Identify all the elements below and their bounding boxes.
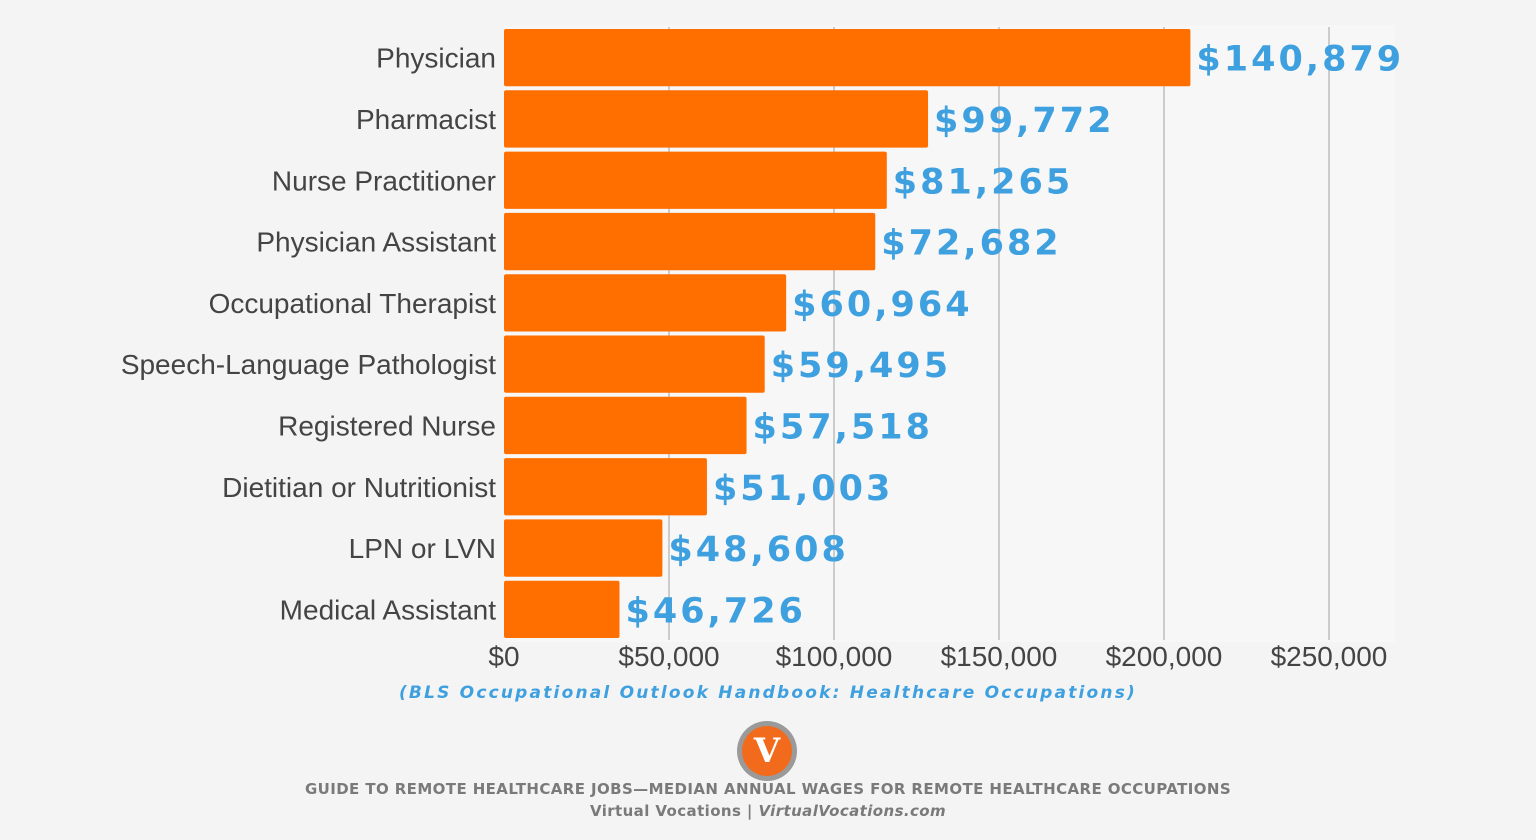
bar (504, 580, 620, 638)
source-note: (BLS Occupational Outlook Handbook: Heal… (398, 683, 1138, 703)
bar (504, 29, 1191, 87)
x-tick-label: $100,000 (776, 641, 893, 672)
category-label: Pharmacist (356, 104, 496, 135)
category-label: LPN or LVN (349, 533, 496, 564)
logo-letter: V (742, 726, 792, 776)
category-label: Physician Assistant (256, 227, 496, 258)
data-label: $81,265 (893, 162, 1073, 202)
bar (504, 458, 707, 516)
footer-credit: Virtual Vocations | VirtualVocations.com (0, 802, 1536, 820)
x-tick-label: $200,000 (1106, 641, 1223, 672)
category-label: Registered Nurse (278, 410, 496, 441)
category-label: Nurse Practitioner (272, 165, 496, 196)
bar (504, 151, 887, 209)
x-tick-label: $0 (488, 641, 519, 672)
data-label: $99,772 (934, 101, 1114, 141)
data-label: $60,964 (792, 285, 972, 325)
bar (504, 212, 876, 271)
bar (504, 274, 787, 332)
footer-credit-name: Virtual Vocations | (589, 802, 759, 820)
data-label: $51,003 (713, 469, 893, 509)
x-tick-label: $150,000 (941, 641, 1058, 672)
virtual-vocations-logo-icon: V (737, 721, 797, 781)
footer-credit-site: VirtualVocations.com (758, 802, 947, 820)
data-label: $57,518 (753, 407, 933, 447)
category-label: Physician (376, 43, 496, 74)
x-tick-label: $50,000 (618, 641, 719, 672)
data-label: $59,495 (771, 346, 951, 386)
data-label: $46,726 (626, 591, 806, 631)
data-label: $140,879 (1196, 40, 1404, 80)
x-tick-label: $250,000 (1271, 641, 1388, 672)
chart-svg: $0 $50,000 $100,000 $150,000 $200,000 $250,00… (121, 25, 1404, 672)
data-label: $72,682 (881, 224, 1061, 264)
bar (504, 396, 747, 455)
bar (504, 90, 929, 148)
bar (504, 519, 663, 577)
category-label: Speech-Language Pathologist (121, 349, 496, 380)
category-label: Occupational Therapist (209, 288, 497, 319)
category-label: Dietitian or Nutritionist (222, 472, 496, 503)
data-label: $48,608 (668, 530, 848, 570)
bar (504, 335, 765, 393)
footer-title: GUIDE TO REMOTE HEALTHCARE JOBS—MEDIAN A… (304, 780, 1232, 798)
category-label: Medical Assistant (280, 594, 497, 625)
bar-chart: $0 $50,000 $100,000 $150,000 $200,000 $250,00… (121, 25, 1404, 672)
